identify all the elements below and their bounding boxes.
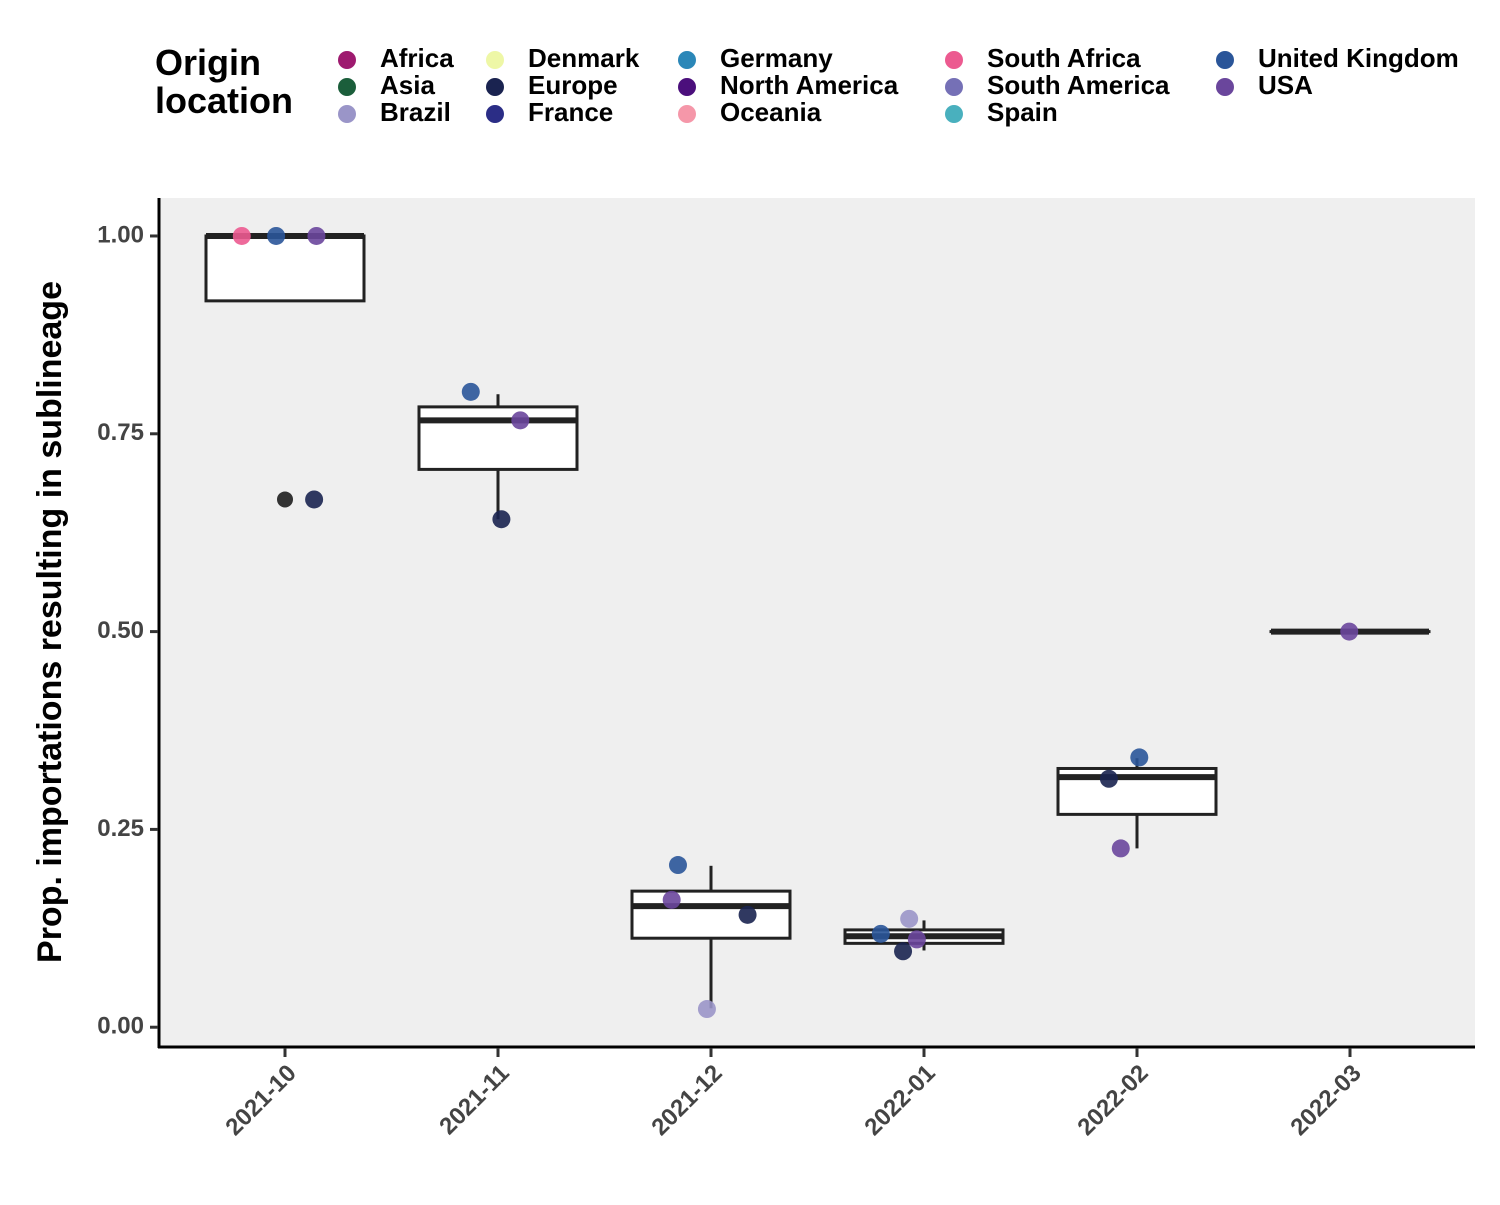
x-tick-label: 2021-12	[646, 1060, 727, 1141]
legend-label: Asia	[380, 70, 435, 100]
legend-label: South America	[987, 70, 1170, 100]
legend-marker	[678, 51, 696, 69]
point	[1112, 839, 1130, 857]
legend-marker	[486, 78, 504, 96]
point	[1100, 770, 1118, 788]
y-tick-label: 0.00	[97, 1013, 144, 1040]
legend-label: Germany	[720, 43, 833, 73]
x-tick-label: 2021-10	[220, 1060, 301, 1141]
legend-marker	[678, 78, 696, 96]
legend-label: Denmark	[528, 43, 640, 73]
point	[492, 510, 510, 528]
plot-panel	[160, 198, 1475, 1047]
legend-label: South Africa	[987, 43, 1141, 73]
y-tick-label: 0.50	[97, 617, 144, 644]
legend-label: North America	[720, 70, 899, 100]
point	[894, 942, 912, 960]
point	[1340, 623, 1358, 641]
box	[632, 891, 790, 938]
legend-marker	[486, 105, 504, 123]
point	[908, 930, 926, 948]
y-tick-label: 0.75	[97, 419, 144, 446]
legend-title: Origin location	[155, 44, 320, 120]
outlier	[277, 491, 293, 507]
legend-label: Oceania	[720, 97, 822, 127]
point	[462, 383, 480, 401]
legend-label: France	[528, 97, 613, 127]
legend-marker	[338, 51, 356, 69]
y-axis-title: Prop. importations resulting in sublinea…	[31, 281, 69, 963]
x-tick-label: 2022-01	[859, 1060, 940, 1141]
x-tick-label: 2021-11	[434, 1060, 514, 1140]
point	[663, 891, 681, 909]
legend-label: Europe	[528, 70, 618, 100]
point	[233, 227, 251, 245]
point	[900, 910, 918, 928]
point	[698, 1000, 716, 1018]
legend-marker	[486, 51, 504, 69]
point	[305, 490, 323, 508]
legend-marker	[338, 105, 356, 123]
legend-label: United Kingdom	[1258, 43, 1459, 73]
legend-marker	[945, 78, 963, 96]
x-tick-label: 2022-02	[1072, 1060, 1153, 1141]
legend-marker	[678, 105, 696, 123]
y-tick-label: 1.00	[97, 221, 144, 248]
point	[872, 925, 890, 943]
y-tick-label: 0.25	[97, 815, 144, 842]
legend-marker	[1216, 51, 1234, 69]
box	[419, 407, 577, 470]
x-tick-label: 2022-03	[1285, 1060, 1366, 1141]
legend-label: Spain	[987, 97, 1058, 127]
point	[267, 227, 285, 245]
legend-marker	[945, 51, 963, 69]
box	[206, 236, 364, 301]
legend-marker	[338, 78, 356, 96]
point	[739, 906, 757, 924]
legend-label: Brazil	[380, 97, 451, 127]
point	[669, 856, 687, 874]
point	[511, 411, 529, 429]
legend-label: Africa	[380, 43, 454, 73]
legend-marker	[1216, 78, 1234, 96]
point	[307, 227, 325, 245]
point	[1130, 748, 1148, 766]
legend-label: USA	[1258, 70, 1313, 100]
legend-marker	[945, 105, 963, 123]
